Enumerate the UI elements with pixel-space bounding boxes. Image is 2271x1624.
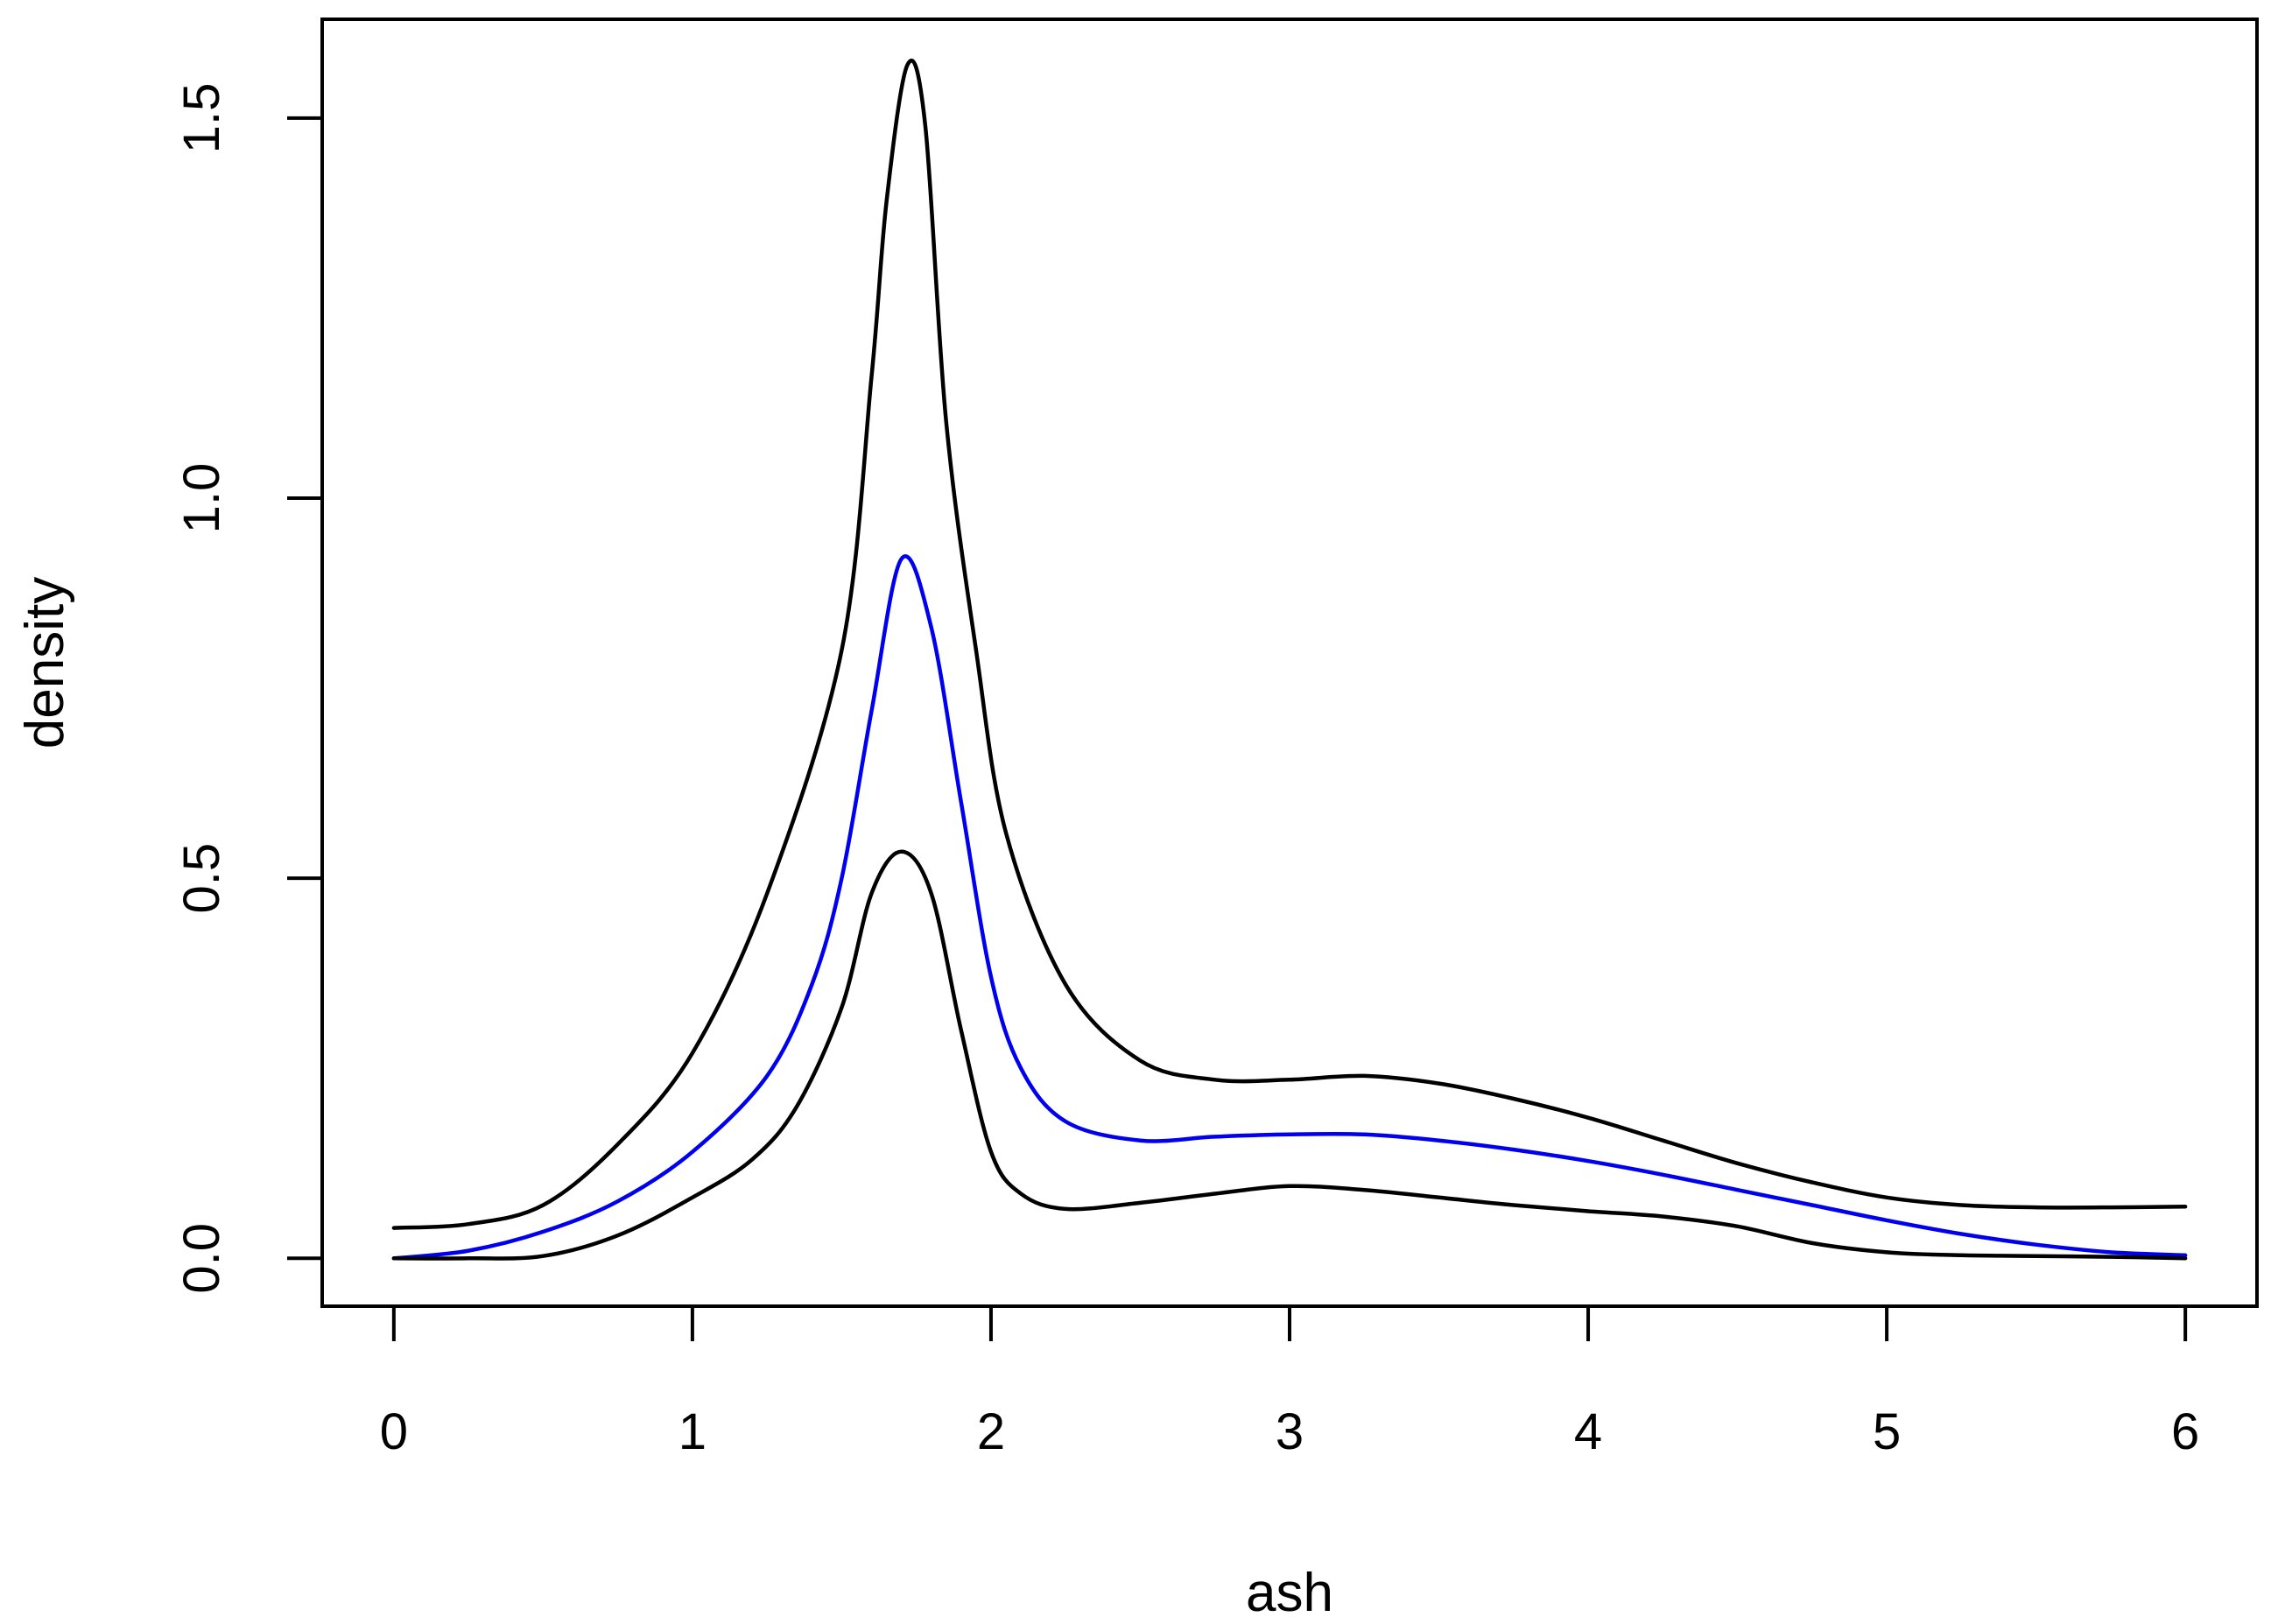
x-tick-label: 6 <box>2171 1403 2199 1460</box>
series-line-1 <box>391 59 2188 1230</box>
x-tick-label: 4 <box>1574 1403 1602 1460</box>
series-line-2 <box>391 554 2188 1261</box>
x-tick-label: 0 <box>380 1403 408 1460</box>
y-axis: 0.0 0.5 1.0 1.5 <box>173 83 324 1294</box>
x-axis: 0 1 2 3 4 5 6 <box>380 1304 2199 1460</box>
x-tick-label: 5 <box>1873 1403 1901 1460</box>
y-tick-label: 0.5 <box>173 843 230 914</box>
y-tick-label: 0.0 <box>173 1223 230 1294</box>
y-axis-title: density <box>15 577 75 749</box>
series-line-3 <box>391 849 2188 1261</box>
series-layer <box>391 59 2188 1261</box>
x-tick-label: 1 <box>678 1403 707 1460</box>
y-tick-label: 1.0 <box>173 463 230 534</box>
x-axis-title: ash <box>1246 1563 1333 1623</box>
x-tick-label: 2 <box>977 1403 1005 1460</box>
y-tick-label: 1.5 <box>173 83 230 154</box>
x-tick-label: 3 <box>1276 1403 1304 1460</box>
